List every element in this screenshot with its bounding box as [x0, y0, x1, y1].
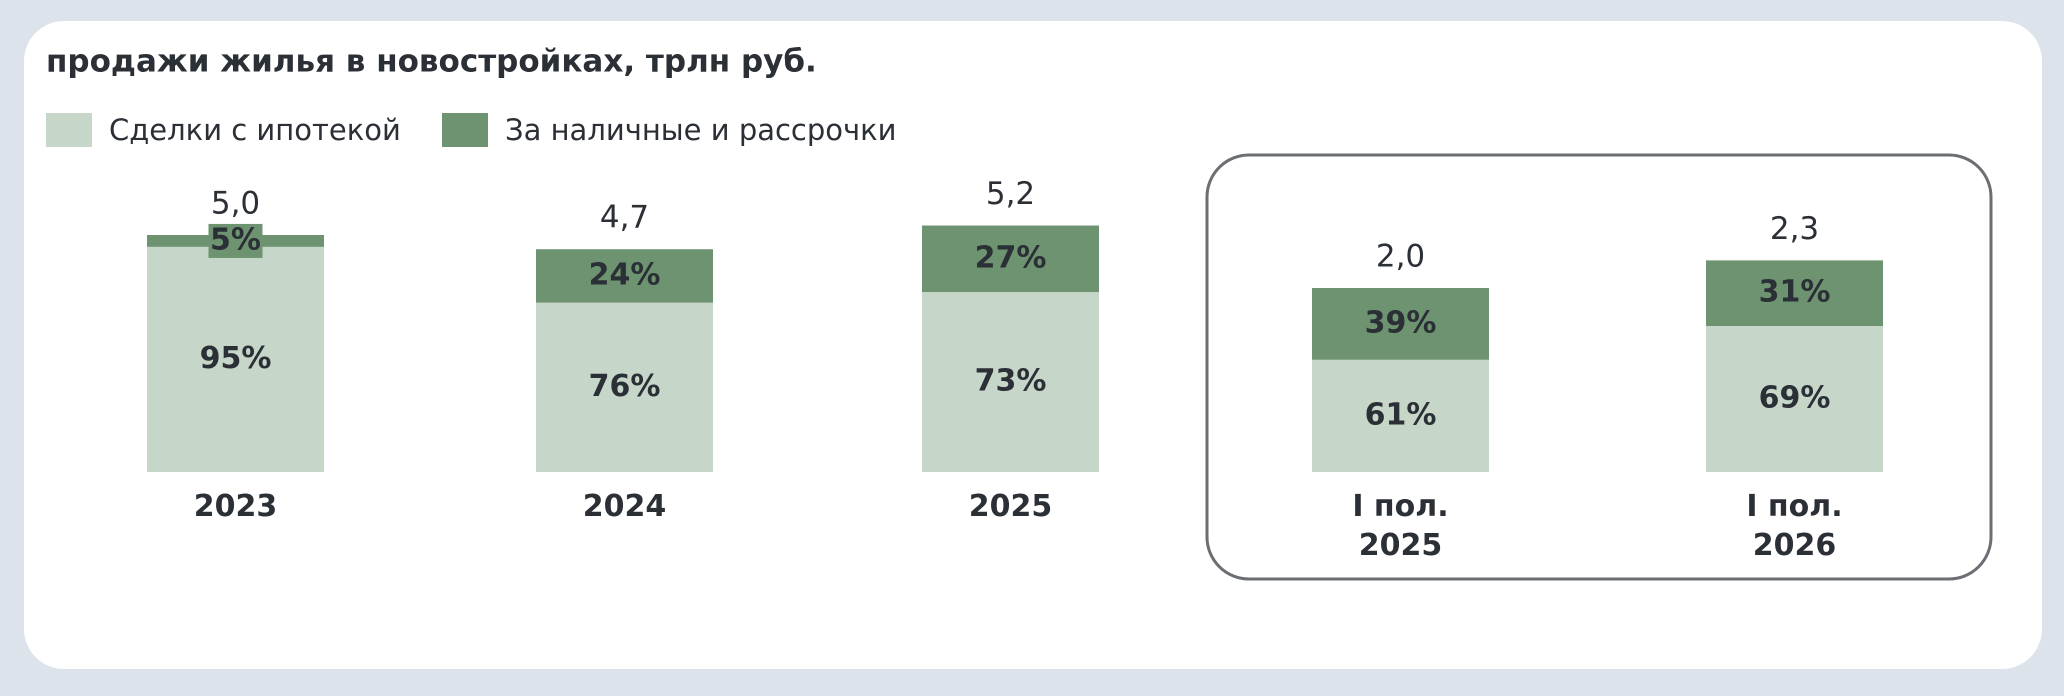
label-bg [208, 223, 263, 258]
data-label: 76% [589, 369, 661, 404]
data-label: 24% [589, 257, 661, 292]
chart-title: продажи жилья в новостройках, трлн руб. [46, 44, 817, 80]
bar-segment [1312, 288, 1489, 360]
bar-segment [1312, 359, 1489, 472]
data-label: 31% [1759, 275, 1831, 310]
legend-swatch [442, 113, 488, 147]
data-label: 5% [210, 222, 261, 257]
half-year-frame [1205, 153, 1993, 581]
x-tick-label: 2023 [193, 489, 278, 524]
total-label: 5,2 [986, 176, 1035, 212]
legend-swatch [46, 113, 92, 147]
legend-label: За наличные и рассрочки [505, 113, 897, 147]
data-label: 95% [200, 341, 272, 376]
bar-segment [536, 302, 713, 472]
bar-segment [1706, 325, 1883, 472]
total-label: 4,7 [600, 200, 649, 236]
bar-segment [536, 249, 713, 303]
bar-segment [147, 246, 324, 472]
data-label: 69% [1759, 380, 1831, 415]
data-label: 27% [975, 240, 1047, 275]
x-tick-label: I пол. 2026 [1746, 489, 1843, 563]
x-tick-label: 2025 [968, 489, 1053, 524]
x-tick-label: 2024 [582, 489, 667, 524]
bar-segment [1706, 260, 1883, 326]
legend-label: Сделки с ипотекой [109, 113, 401, 147]
data-label: 61% [1365, 397, 1437, 432]
data-label: 39% [1365, 305, 1437, 340]
total-label: 2,0 [1376, 239, 1425, 275]
total-label: 5,0 [211, 186, 260, 222]
x-tick-label: I пол. 2025 [1352, 489, 1449, 563]
total-label: 2,3 [1770, 211, 1819, 247]
data-label: 73% [975, 364, 1047, 399]
bar-segment [922, 292, 1099, 472]
bar-segment [922, 225, 1099, 293]
